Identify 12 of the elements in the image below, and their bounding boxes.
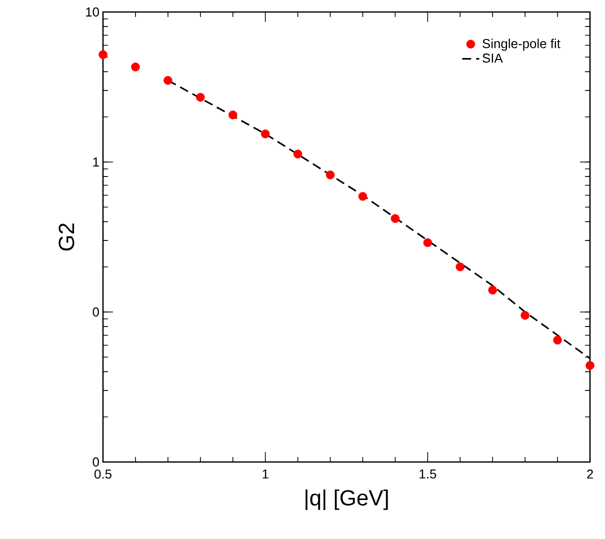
y-tick-label: 0 (92, 307, 99, 317)
y-axis-title: G2 (58, 223, 74, 251)
y-tick-label: 10 (86, 7, 99, 17)
x-tick-label: 0.5 (94, 470, 112, 479)
x-tick-label: 1.5 (420, 470, 436, 479)
legend-label: Single-pole fit (482, 38, 560, 51)
legend-label: SIA (482, 54, 503, 63)
y-tick-label: 1 (93, 158, 99, 166)
x-axis-title: |q| [GeV] (306, 489, 388, 510)
x-tick-label: 2 (587, 470, 593, 479)
y-tick-label: 0 (92, 457, 99, 467)
x-tick-label: 1 (262, 470, 268, 478)
